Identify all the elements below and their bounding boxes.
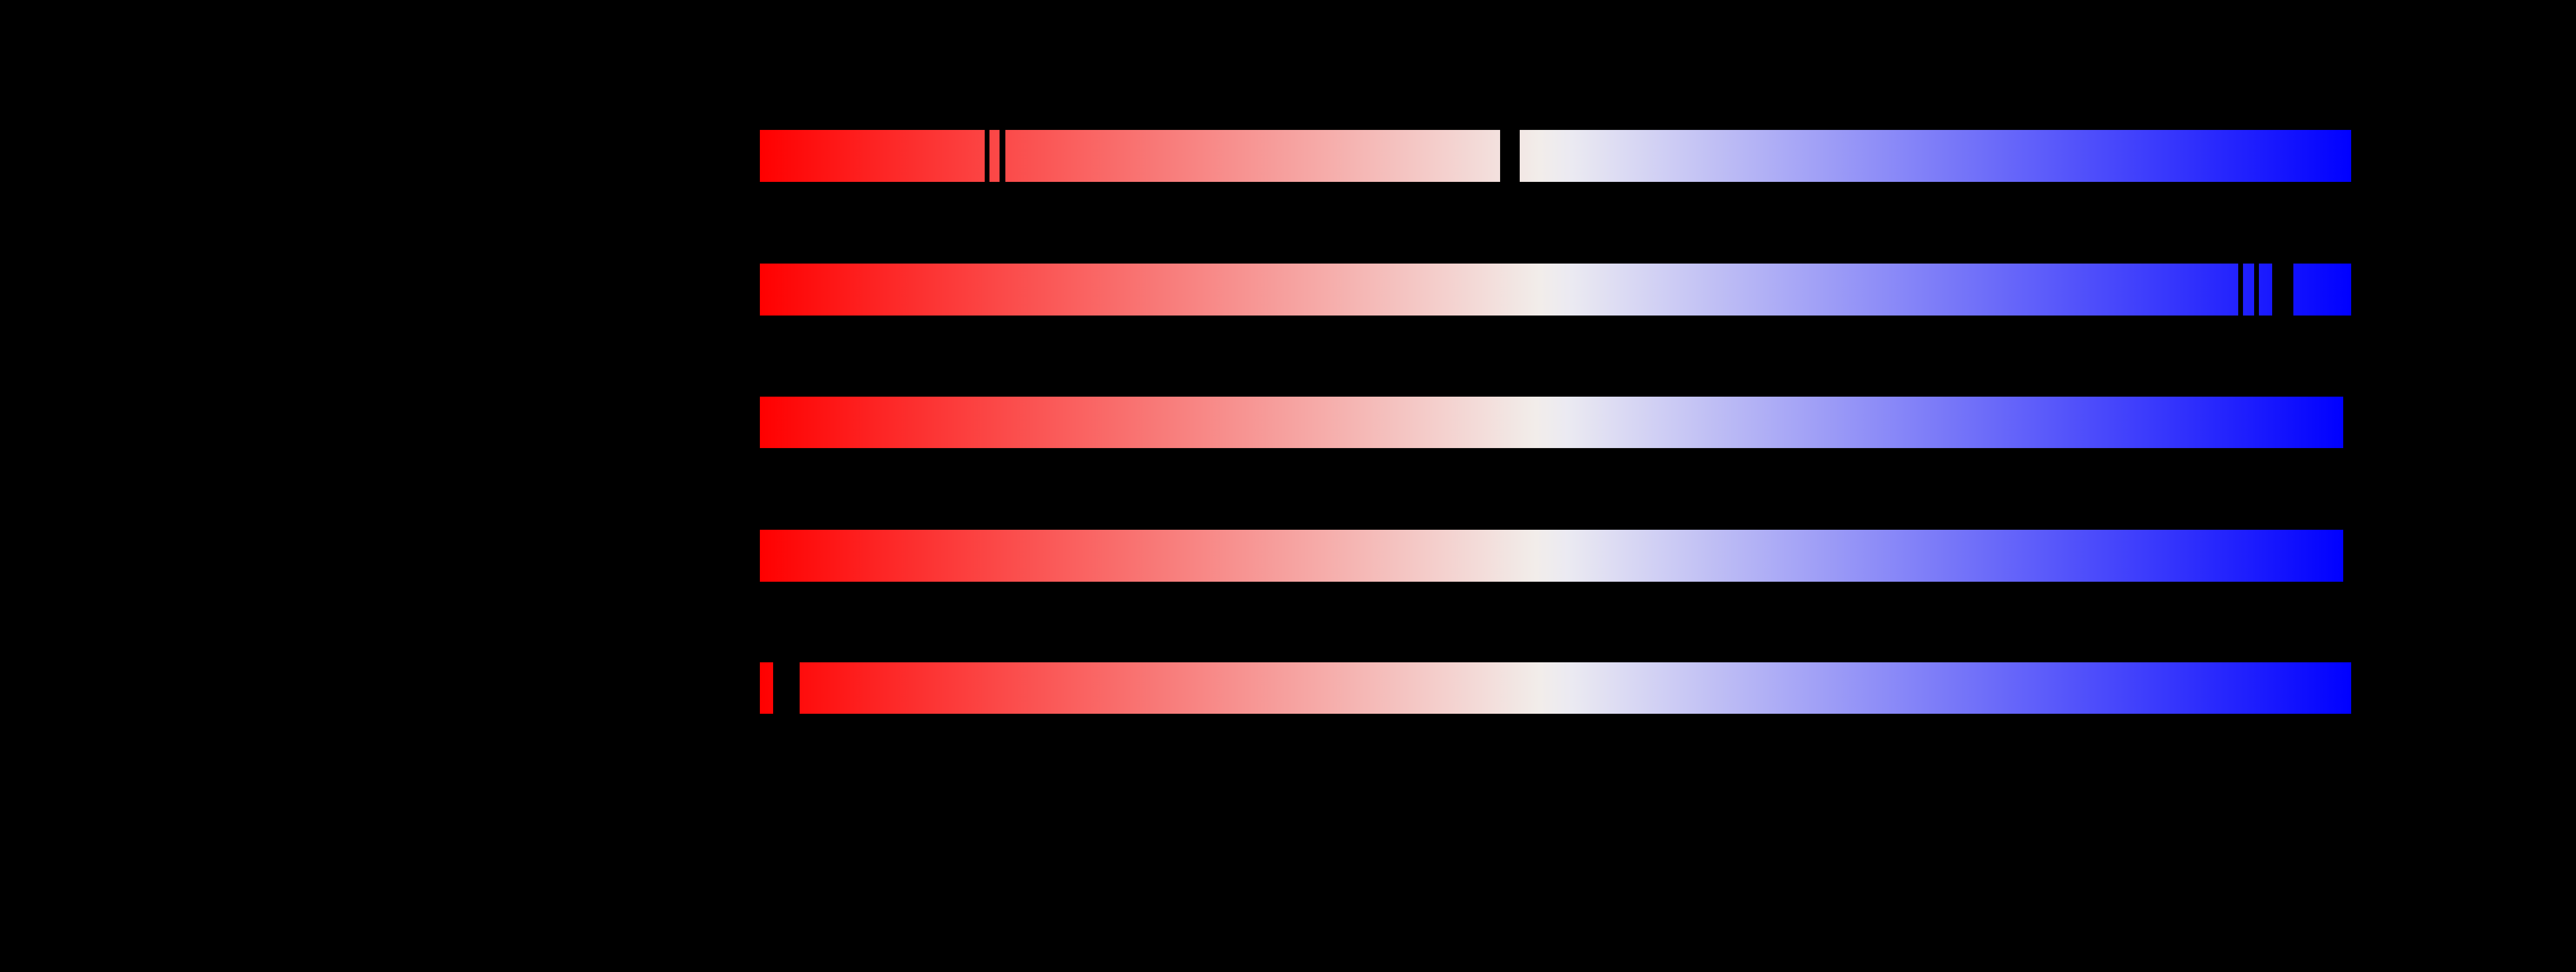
gradient-bar-row-5 [760, 662, 2351, 714]
gradient-bar-row-2 [760, 264, 2351, 316]
tick-mark [1000, 130, 1005, 182]
gradient-bar-row-4 [760, 530, 2343, 582]
tick-mark [2272, 264, 2293, 316]
tick-mark [985, 130, 989, 182]
tick-mark [2238, 264, 2243, 316]
gradient-bar-row-3 [760, 397, 2343, 448]
gradient-bar-row-1 [760, 130, 2351, 182]
tick-mark [773, 662, 800, 714]
tick-mark [2254, 264, 2259, 316]
tick-mark [1500, 130, 1520, 182]
